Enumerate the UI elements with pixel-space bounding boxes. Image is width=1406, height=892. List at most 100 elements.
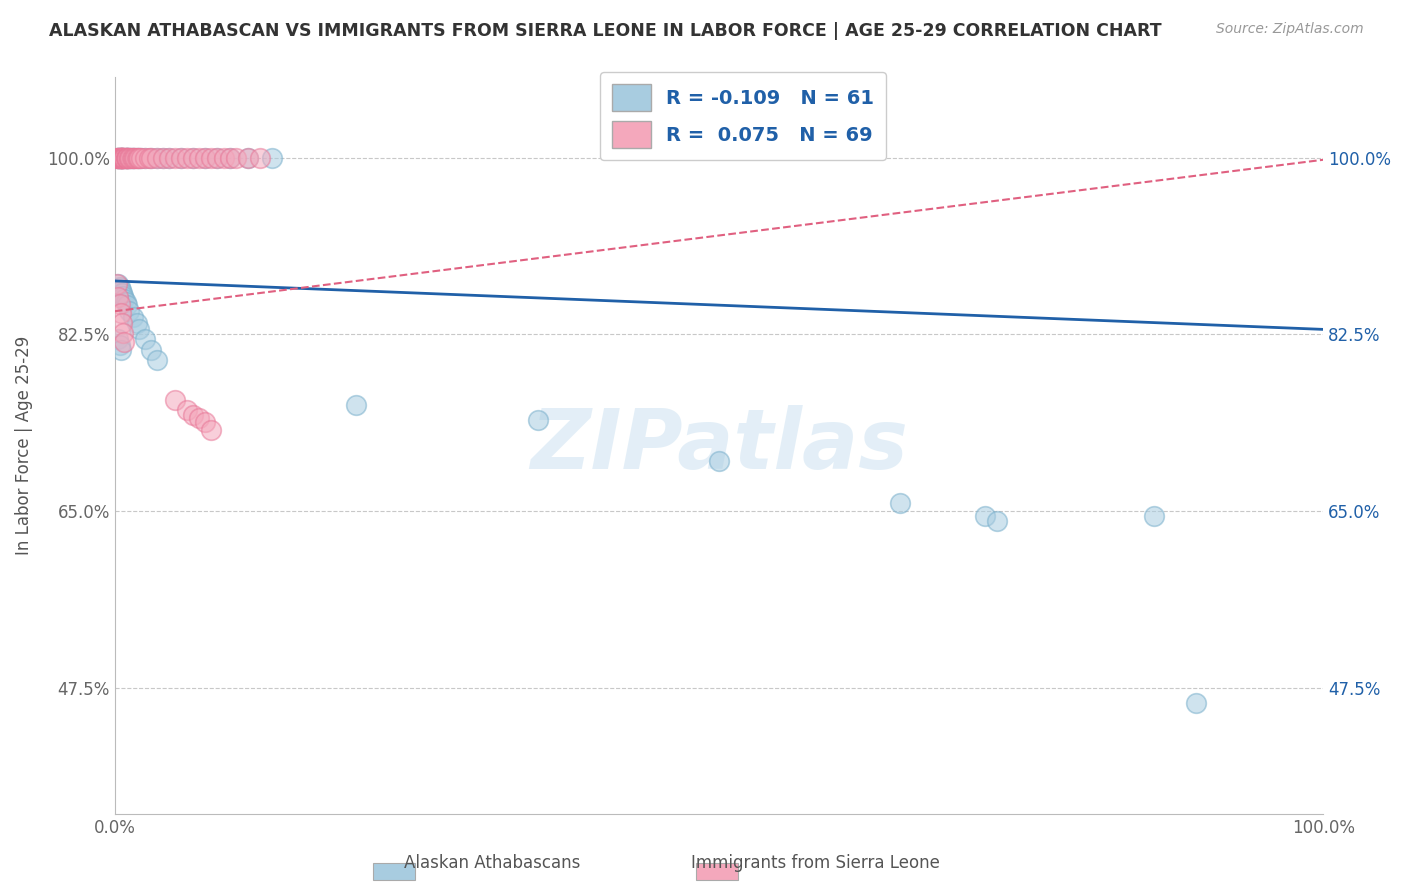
Point [110, 151, 132, 165]
Text: Source: ZipAtlas.com: Source: ZipAtlas.com [1216, 22, 1364, 37]
Point [139, 151, 162, 165]
Point [118, 304, 141, 318]
Point [707, 453, 730, 467]
Point [181, 151, 204, 165]
Point [139, 151, 162, 165]
Point [194, 415, 217, 429]
Point [112, 289, 135, 303]
Point [105, 151, 128, 165]
Point [526, 413, 548, 427]
Point [125, 151, 148, 165]
Point [889, 496, 911, 510]
Point [107, 333, 129, 347]
Point [114, 295, 136, 310]
Point [152, 151, 174, 165]
Point [986, 514, 1008, 528]
Point [346, 398, 368, 412]
Y-axis label: In Labor Force | Age 25-29: In Labor Force | Age 25-29 [15, 336, 32, 555]
Point [225, 151, 247, 165]
Point [105, 277, 128, 291]
Point [125, 151, 148, 165]
Point [107, 151, 129, 165]
Text: Alaskan Athabascans: Alaskan Athabascans [404, 855, 581, 872]
Text: ZIPatlas: ZIPatlas [530, 405, 908, 486]
Point [110, 151, 132, 165]
Point [114, 151, 136, 165]
Point [118, 151, 141, 165]
Point [115, 151, 138, 165]
Point [108, 280, 131, 294]
Point [112, 151, 135, 165]
Point [107, 151, 129, 165]
Point [121, 151, 143, 165]
Point [108, 151, 131, 165]
Point [152, 151, 174, 165]
Point [194, 151, 217, 165]
Point [110, 151, 132, 165]
Point [108, 151, 131, 165]
Point [122, 151, 145, 165]
Point [115, 298, 138, 312]
Point [1185, 696, 1208, 710]
Point [121, 151, 143, 165]
Point [200, 423, 222, 437]
Point [112, 151, 135, 165]
Point [1143, 509, 1166, 524]
Point [112, 292, 135, 306]
Point [146, 352, 169, 367]
Point [107, 151, 129, 165]
Point [176, 151, 198, 165]
Point [212, 151, 235, 165]
Point [188, 411, 211, 425]
Point [218, 151, 240, 165]
Point [165, 393, 187, 408]
Text: Immigrants from Sierra Leone: Immigrants from Sierra Leone [690, 855, 941, 872]
Point [107, 151, 129, 165]
Point [110, 283, 132, 297]
Point [122, 151, 145, 165]
Point [107, 151, 129, 165]
Point [157, 151, 180, 165]
Point [134, 333, 156, 347]
Point [181, 408, 204, 422]
Point [114, 151, 136, 165]
Point [111, 151, 134, 165]
Point [112, 151, 135, 165]
Point [110, 151, 132, 165]
Point [127, 151, 149, 165]
Point [115, 151, 138, 165]
Point [111, 151, 134, 165]
Point [114, 151, 136, 165]
Point [188, 151, 211, 165]
Point [138, 151, 160, 165]
Point [194, 151, 217, 165]
Point [122, 151, 145, 165]
Point [170, 151, 193, 165]
Point [108, 151, 131, 165]
Point [115, 151, 138, 165]
Point [128, 151, 150, 165]
Point [112, 334, 135, 349]
Point [120, 151, 142, 165]
Point [115, 151, 138, 165]
Point [111, 151, 134, 165]
Point [118, 151, 141, 165]
Point [112, 151, 135, 165]
Point [108, 151, 131, 165]
Legend: R = -0.109   N = 61, R =  0.075   N = 69: R = -0.109 N = 61, R = 0.075 N = 69 [600, 72, 886, 160]
Point [128, 322, 150, 336]
Point [118, 151, 141, 165]
Point [122, 151, 145, 165]
Point [108, 337, 131, 351]
Point [110, 151, 132, 165]
Point [200, 151, 222, 165]
Point [165, 151, 187, 165]
Point [120, 151, 142, 165]
Point [124, 151, 146, 165]
Point [170, 151, 193, 165]
Point [134, 151, 156, 165]
Point [107, 277, 129, 291]
Point [260, 151, 283, 165]
Point [134, 151, 156, 165]
Point [105, 151, 128, 165]
